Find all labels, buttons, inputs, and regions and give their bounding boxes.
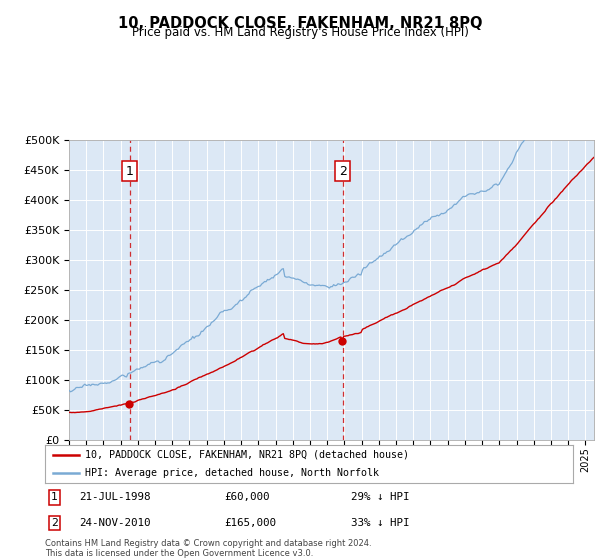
Text: 1: 1 — [51, 492, 58, 502]
Text: Price paid vs. HM Land Registry's House Price Index (HPI): Price paid vs. HM Land Registry's House … — [131, 26, 469, 39]
Text: Contains HM Land Registry data © Crown copyright and database right 2024.
This d: Contains HM Land Registry data © Crown c… — [45, 539, 371, 558]
Text: 24-NOV-2010: 24-NOV-2010 — [79, 518, 151, 528]
Text: 2: 2 — [51, 518, 58, 528]
Text: 1: 1 — [126, 165, 134, 178]
Text: 21-JUL-1998: 21-JUL-1998 — [79, 492, 151, 502]
Text: 29% ↓ HPI: 29% ↓ HPI — [351, 492, 410, 502]
Text: £165,000: £165,000 — [224, 518, 277, 528]
Text: 10, PADDOCK CLOSE, FAKENHAM, NR21 8PQ: 10, PADDOCK CLOSE, FAKENHAM, NR21 8PQ — [118, 16, 482, 31]
Text: 2: 2 — [339, 165, 347, 178]
Text: 10, PADDOCK CLOSE, FAKENHAM, NR21 8PQ (detached house): 10, PADDOCK CLOSE, FAKENHAM, NR21 8PQ (d… — [85, 450, 409, 460]
Text: 33% ↓ HPI: 33% ↓ HPI — [351, 518, 410, 528]
Text: £60,000: £60,000 — [224, 492, 270, 502]
Text: HPI: Average price, detached house, North Norfolk: HPI: Average price, detached house, Nort… — [85, 468, 379, 478]
